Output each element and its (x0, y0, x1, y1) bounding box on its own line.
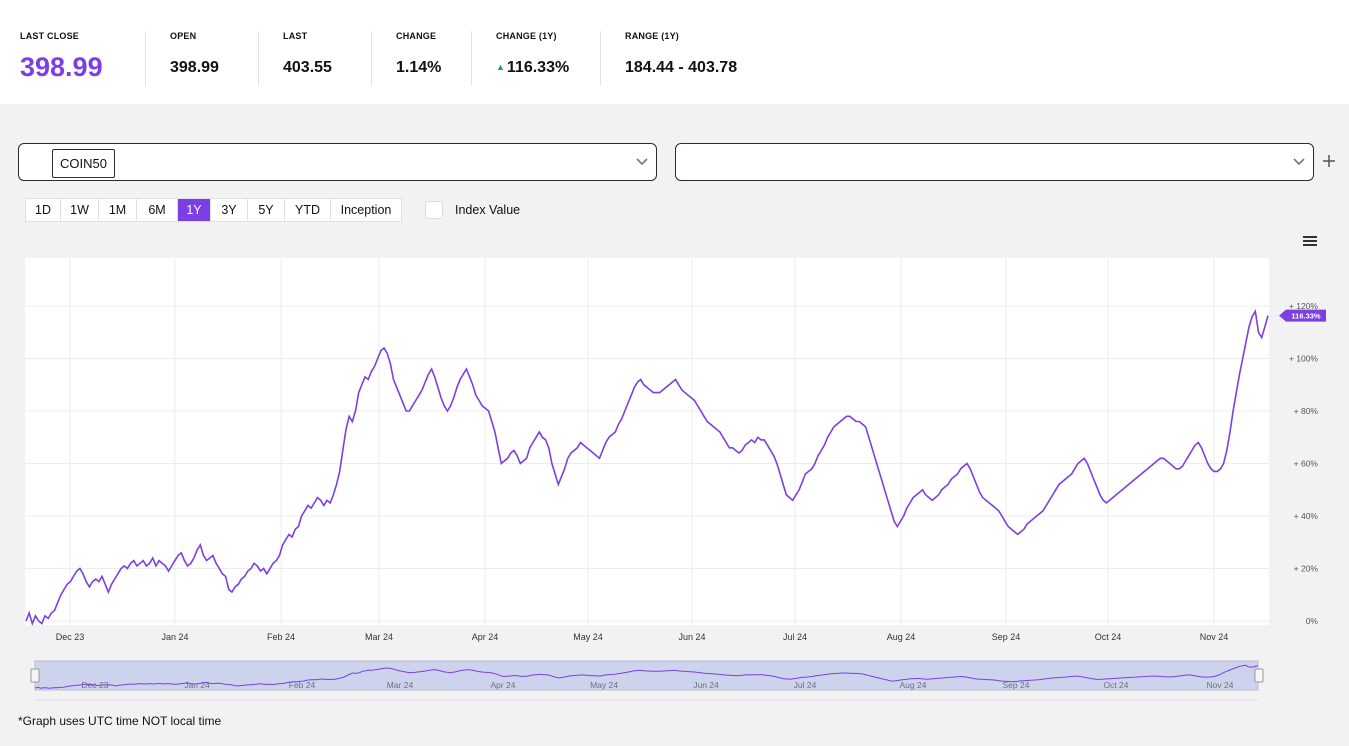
x-tick-label: Oct 24 (1095, 632, 1122, 642)
stat-value: 398.99 (20, 52, 103, 82)
x-tick-label: Sep 24 (992, 632, 1021, 642)
last-value-flag: 116.33% (1279, 309, 1326, 322)
divider (471, 31, 472, 86)
stat-label: CHANGE (396, 31, 437, 41)
utc-footnote: *Graph uses UTC time NOT local time (18, 714, 222, 728)
stat-label: RANGE (1Y) (625, 31, 680, 41)
x-tick-label: May 24 (573, 632, 603, 642)
x-tick-label: Aug 24 (887, 632, 916, 642)
range-button-1w[interactable]: 1W (61, 199, 99, 221)
range-button-1y[interactable]: 1Y (178, 199, 211, 221)
x-axis: Dec 23 Jan 24 Feb 24 Mar 24 Apr 24 May 24 Jun … (56, 632, 1229, 642)
divider (258, 31, 259, 86)
navigator-tick-label: Jun 24 (693, 680, 719, 690)
navigator-tick-label: Aug 24 (900, 680, 927, 690)
navigator-tick-label: Jul 24 (794, 680, 817, 690)
stat-label: LAST CLOSE (20, 31, 80, 41)
range-button-3y[interactable]: 3Y (211, 199, 248, 221)
range-selector: 1D 1W 1M 6M 1Y 3Y 5Y YTD Inception (25, 198, 402, 222)
stat-value: ▲ 116.33% (496, 59, 569, 77)
navigator-left-handle[interactable] (30, 668, 40, 683)
y-tick-label: 0% (1306, 616, 1319, 626)
divider (145, 31, 146, 86)
navigator-right-handle[interactable] (1254, 668, 1264, 683)
x-tick-label: Nov 24 (1200, 632, 1229, 642)
selected-index-chip[interactable]: COIN50 (52, 149, 115, 178)
navigator-window[interactable] (34, 660, 1259, 691)
y-tick-label: + 20% (1294, 564, 1319, 574)
stat-value-text: 116.33% (506, 59, 570, 76)
navigator-tick-label: Nov 24 (1207, 680, 1234, 690)
stat-value: 398.99 (170, 59, 219, 76)
x-tick-label: Apr 24 (472, 632, 499, 642)
navigator-tick-label: Feb 24 (289, 680, 316, 690)
navigator-series-line (34, 664, 1259, 689)
x-tick-label: Jan 24 (161, 632, 188, 642)
divider (371, 31, 372, 86)
range-button-5y[interactable]: 5Y (248, 199, 285, 221)
y-tick-label: + 60% (1294, 459, 1319, 469)
series-line (25, 308, 1269, 627)
chevron-down-icon (1293, 158, 1305, 166)
y-tick-label: + 40% (1294, 511, 1319, 521)
plus-icon[interactable] (1321, 150, 1337, 172)
x-tick-label: Feb 24 (267, 632, 295, 642)
plot-background (25, 258, 1269, 625)
range-navigator[interactable]: Dec 23 Jan 24 Feb 24 Mar 24 Apr 24 May 24 Jun … (30, 658, 1268, 703)
y-axis: 0% + 20% + 40% + 60% + 80% + 100% + 120% (1289, 301, 1319, 626)
y-tick-label: + 80% (1294, 406, 1319, 416)
index-select-primary[interactable]: COIN50 (18, 143, 657, 181)
index-select-compare[interactable] (675, 143, 1314, 181)
range-button-inception[interactable]: Inception (340, 203, 392, 217)
x-tick-label: Jul 24 (783, 632, 807, 642)
last-value-label: 116.33% (1291, 312, 1321, 321)
stat-label: LAST (283, 31, 308, 41)
stat-value: 184.44 - 403.78 (625, 59, 738, 76)
performance-chart[interactable]: Dec 23 Jan 24 Feb 24 Mar 24 Apr 24 May 24 Jun … (0, 252, 1349, 647)
triangle-up-icon: ▲ (496, 62, 505, 72)
hamburger-menu-icon[interactable] (1302, 234, 1318, 248)
index-value-checkbox[interactable] (425, 201, 443, 219)
navigator-tick-label: Apr 24 (490, 680, 515, 690)
stat-label: CHANGE (1Y) (496, 31, 557, 41)
y-tick-label: + 100% (1289, 354, 1319, 364)
chevron-down-icon (636, 158, 648, 166)
navigator-tick-label: Jan 24 (184, 680, 210, 690)
x-tick-label: Mar 24 (365, 632, 393, 642)
range-button-1m[interactable]: 1M (99, 199, 137, 221)
stat-label: OPEN (170, 31, 197, 41)
navigator-tick-label: Oct 24 (1103, 680, 1128, 690)
last-value-flag-bg (1279, 309, 1326, 322)
x-tick-label: Jun 24 (678, 632, 705, 642)
range-button-ytd[interactable]: YTD (285, 199, 331, 221)
stats-bar: LAST CLOSE 398.99 OPEN 398.99 LAST 403.5… (0, 0, 1349, 104)
navigator-tick-label: Sep 24 (1003, 680, 1030, 690)
stat-value: 1.14% (396, 59, 442, 76)
chart-grid (25, 258, 1269, 625)
x-tick-label: Dec 23 (56, 632, 85, 642)
navigator-tick-label: Mar 24 (387, 680, 414, 690)
range-button-1d[interactable]: 1D (26, 199, 61, 221)
divider (600, 31, 601, 86)
stat-value: 403.55 (283, 59, 332, 76)
navigator-tick-label: May 24 (590, 680, 618, 690)
y-tick-label: + 120% (1289, 301, 1319, 311)
range-button-6m[interactable]: 6M (137, 199, 178, 221)
index-value-label: Index Value (455, 203, 521, 217)
